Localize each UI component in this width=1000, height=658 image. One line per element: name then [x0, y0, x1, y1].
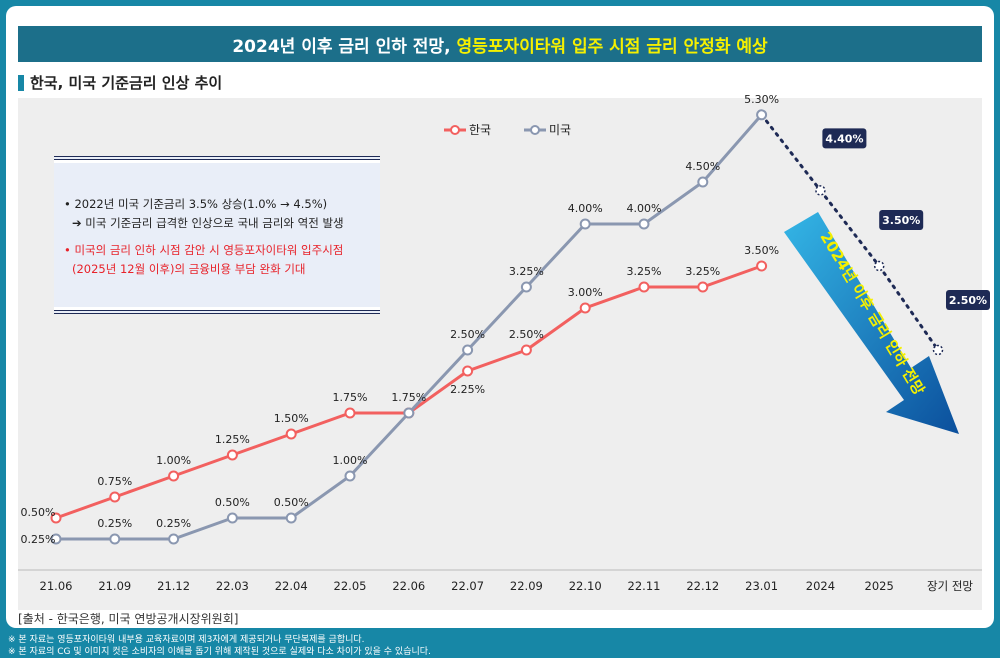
x-tick-0: 21.06: [40, 579, 73, 593]
x-tick-12: 23.01: [745, 579, 778, 593]
page-header: 2024년 이후 금리 인하 전망, 영등포자이타워 입주 시점 금리 안정화 …: [18, 26, 982, 62]
source-text: [출처 - 한국은행, 미국 연방공개시장위원회]: [18, 612, 239, 626]
label-usa-0: 0.25%: [21, 533, 56, 546]
footer-line-2: ※ 본 자료의 CG 및 이미지 컷은 소비자의 이해를 돕기 위해 제작된 것…: [8, 647, 431, 657]
point-usa-11: [697, 176, 709, 188]
section-marker: [18, 74, 24, 91]
point-usa-3: [226, 512, 238, 524]
x-tick-9: 22.10: [569, 579, 602, 593]
x-tick-4: 22.04: [275, 579, 308, 593]
note-line-3: • 미국의 금리 인하 시점 감안 시 영등포자이타워 입주시점: [64, 243, 344, 257]
point-usa-5: [344, 470, 356, 482]
x-tick-8: 22.09: [510, 579, 543, 593]
label-korea-2: 1.00%: [156, 454, 191, 467]
x-tick-7: 22.07: [451, 579, 484, 593]
forecast-badge-0: [822, 128, 867, 149]
point-usa-9: [579, 218, 591, 230]
point-korea-7: [462, 365, 474, 377]
label-korea-9: 3.00%: [568, 286, 603, 299]
point-forecast-1: [873, 260, 885, 272]
forecast-badge-1: [879, 210, 924, 230]
x-tick-1: 21.09: [98, 579, 131, 593]
x-tick-13: 2024: [806, 579, 835, 593]
point-usa-7: [462, 344, 474, 356]
point-korea-11: [697, 281, 709, 293]
label-korea-0: 0.50%: [21, 506, 56, 519]
point-korea-8: [520, 344, 532, 356]
point-usa-0: [50, 533, 62, 545]
label-usa-4: 0.50%: [274, 496, 309, 509]
x-tick-5: 22.05: [334, 579, 367, 593]
footer-line-1: ※ 본 자료는 영등포자이타워 내부용 교육자료이며 제3자에게 제공되거나 무…: [8, 635, 365, 645]
point-usa-6: [403, 407, 415, 419]
point-usa-12: [756, 109, 768, 121]
point-forecast-0: [815, 185, 826, 196]
label-usa-11: 4.50%: [685, 160, 720, 173]
x-tick-3: 22.03: [216, 579, 249, 593]
point-korea-3: [226, 449, 238, 461]
note-line-2: ➔ 미국 기준금리 급격한 인상으로 국내 금리와 역전 발생: [72, 216, 344, 230]
point-usa-4: [285, 512, 297, 524]
point-usa-2: [168, 533, 180, 545]
label-korea-3: 1.25%: [215, 433, 250, 446]
label-korea-8: 2.50%: [509, 328, 544, 341]
forecast-label-1: 3.50%: [882, 214, 920, 227]
label-usa-9: 4.00%: [568, 202, 603, 215]
section-title-text: 한국, 미국 기준금리 인상 추이: [30, 74, 223, 92]
rate-chart: 2024년 이후 금리 인하 전망 0.50%0.75%1.00%1.25%1.…: [18, 93, 990, 593]
label-usa-8: 3.25%: [509, 265, 544, 278]
forecast-label-0: 4.40%: [825, 132, 863, 145]
label-korea-12: 3.50%: [744, 244, 779, 257]
point-korea-4: [285, 428, 297, 440]
label-korea-1: 0.75%: [97, 475, 132, 488]
section-title: 한국, 미국 기준금리 인상 추이: [18, 72, 222, 93]
point-usa-8: [520, 281, 532, 293]
x-tick-15: 장기 전망: [927, 579, 973, 593]
point-korea-12: [756, 260, 768, 272]
forecast-label-2: 2.50%: [949, 294, 987, 307]
header-title-part2: 영등포자이타워 입주 시점 금리 안정화 예상: [456, 36, 768, 57]
point-korea-5: [344, 407, 356, 419]
note-line-4: (2025년 12월 이후)의 금융비용 부담 완화 기대: [72, 262, 306, 276]
forecast-line: [760, 113, 940, 352]
x-tick-6: 22.06: [392, 579, 425, 593]
x-tick-2: 21.12: [157, 579, 190, 593]
label-korea-4: 1.50%: [274, 412, 309, 425]
forecast-arrow: [784, 212, 959, 434]
point-korea-10: [638, 281, 650, 293]
legend-label-1: 미국: [549, 123, 571, 137]
point-forecast-2: [932, 344, 944, 356]
x-tick-11: 22.12: [686, 579, 719, 593]
point-korea-2: [168, 470, 180, 482]
point-usa-10: [638, 218, 650, 230]
point-korea-1: [109, 491, 121, 503]
point-korea-0: [50, 512, 62, 524]
label-usa-7: 2.50%: [450, 328, 485, 341]
label-usa-2: 0.25%: [156, 517, 191, 530]
label-usa-1: 0.25%: [97, 517, 132, 530]
note-box: • 2022년 미국 기준금리 3.5% 상승(1.0% → 4.5%) ➔ 미…: [54, 156, 380, 314]
legend-marker-0: [450, 125, 460, 135]
label-korea-7: 2.25%: [450, 383, 485, 396]
x-tick-14: 2025: [865, 579, 894, 593]
main-frame: 2024년 이후 금리 인하 전망, 영등포자이타워 입주 시점 금리 안정화 …: [6, 6, 994, 628]
header-title-part1: 2024년 이후 금리 인하 전망,: [232, 36, 451, 57]
label-usa-3: 0.50%: [215, 496, 250, 509]
label-usa-6: 1.75%: [391, 391, 426, 404]
label-usa-5: 1.00%: [333, 454, 368, 467]
forecast-badge-2: [946, 290, 990, 310]
label-usa-10: 4.00%: [627, 202, 662, 215]
label-korea-11: 3.25%: [685, 265, 720, 278]
point-korea-9: [579, 302, 591, 314]
label-korea-10: 3.25%: [627, 265, 662, 278]
point-usa-1: [109, 533, 121, 545]
legend-label-0: 한국: [469, 123, 491, 137]
legend-marker-1: [530, 125, 540, 135]
x-tick-10: 22.11: [628, 579, 661, 593]
label-usa-12: 5.30%: [744, 93, 779, 106]
label-korea-5: 1.75%: [333, 391, 368, 404]
note-line-1: • 2022년 미국 기준금리 3.5% 상승(1.0% → 4.5%): [64, 197, 328, 211]
